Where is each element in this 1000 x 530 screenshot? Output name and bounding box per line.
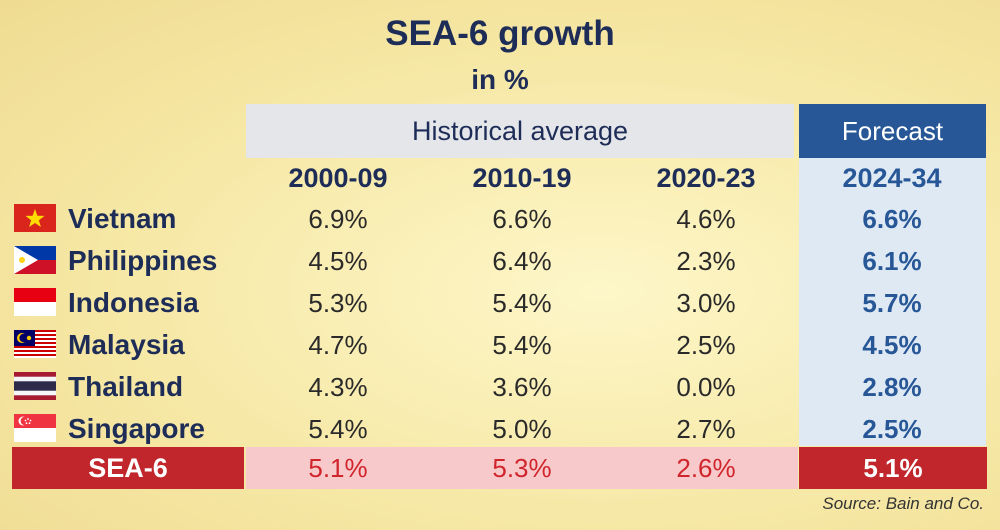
table-cell: 4.6% — [676, 204, 736, 234]
table-cell: 3.0% — [676, 288, 736, 318]
country-label: Singapore — [68, 413, 205, 444]
country-label: Philippines — [68, 245, 218, 276]
column-header-2000-09: 2000-09 — [288, 163, 388, 193]
singapore-flag-icon — [14, 414, 56, 442]
chart-subtitle: in % — [471, 64, 529, 95]
table-row-sea6-total: SEA-6 5.1% 5.3% 2.6% 5.1% — [12, 447, 987, 489]
forecast-cell: 6.1% — [862, 246, 922, 276]
total-label: SEA-6 — [12, 447, 244, 489]
table-cell: 5.4% — [492, 330, 552, 360]
table-cell: 5.0% — [492, 414, 552, 444]
country-label: Vietnam — [68, 203, 177, 234]
table-row-singapore: Singapore 5.4% 5.0% 2.7% 2.5% — [0, 408, 1000, 450]
table-cell: 6.4% — [492, 246, 552, 276]
table-cell: 0.0% — [676, 372, 736, 402]
table-cell: 2.7% — [676, 414, 736, 444]
table-row-malaysia: Malaysia 4.7% 5.4% 2.5% 4.5% — [0, 324, 1000, 366]
historical-average-header: Historical average — [246, 104, 794, 158]
table-row-philippines: Philippines 4.5% 6.4% 2.3% 6.1% — [0, 240, 1000, 282]
country-label: Malaysia — [68, 329, 185, 360]
forecast-cell: 4.5% — [862, 330, 922, 360]
forecast-cell: 2.8% — [862, 372, 922, 402]
total-cell: 5.3% — [492, 453, 552, 483]
forecast-cell: 5.7% — [862, 288, 922, 318]
forecast-cell: 2.5% — [862, 414, 922, 444]
table-row-indonesia: Indonesia 5.3% 5.4% 3.0% 5.7% — [0, 282, 1000, 324]
forecast-cell: 6.6% — [862, 204, 922, 234]
malaysia-flag-icon — [14, 330, 56, 358]
table-cell: 4.3% — [308, 372, 368, 402]
table-cell: 2.5% — [676, 330, 736, 360]
total-band — [246, 447, 798, 489]
table-cell: 5.4% — [308, 414, 368, 444]
table-cell: 2.3% — [676, 246, 736, 276]
philippines-flag-icon — [14, 246, 56, 274]
total-cell: 5.1% — [308, 453, 368, 483]
total-cell: 2.6% — [676, 453, 736, 483]
total-forecast-cell: 5.1% — [799, 447, 987, 489]
table-cell: 4.5% — [308, 246, 368, 276]
table-row-vietnam: Vietnam 6.9% 6.6% 4.6% 6.6% — [0, 198, 1000, 240]
table-cell: 6.6% — [492, 204, 552, 234]
forecast-column-band — [799, 158, 986, 446]
table-cell: 5.3% — [308, 288, 368, 318]
thailand-flag-icon — [14, 372, 56, 400]
country-label: Thailand — [68, 371, 184, 402]
indonesia-flag-icon — [14, 288, 56, 316]
column-header-2024-34: 2024-34 — [842, 163, 942, 193]
source-note: Source: Bain and Co. — [822, 494, 984, 513]
chart-title: SEA-6 growth — [385, 14, 615, 53]
column-header-2010-19: 2010-19 — [472, 163, 572, 193]
table-row-thailand: Thailand 4.3% 3.6% 0.0% 2.8% — [0, 366, 1000, 408]
country-label: Indonesia — [68, 287, 199, 318]
table-cell: 4.7% — [308, 330, 368, 360]
table-cell: 3.6% — [492, 372, 552, 402]
column-header-2020-23: 2020-23 — [656, 163, 756, 193]
table-cell: 5.4% — [492, 288, 552, 318]
table-cell: 6.9% — [308, 204, 368, 234]
forecast-header: Forecast — [799, 104, 986, 158]
vietnam-flag-icon — [14, 204, 56, 232]
